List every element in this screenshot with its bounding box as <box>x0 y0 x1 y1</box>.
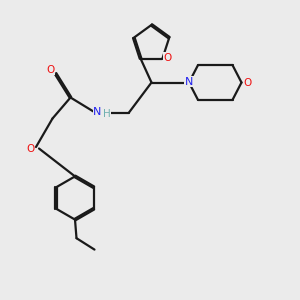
Text: N: N <box>185 77 193 87</box>
Text: O: O <box>164 53 172 63</box>
Text: H: H <box>103 109 110 119</box>
Text: O: O <box>26 144 35 154</box>
Text: N: N <box>93 106 102 117</box>
Text: O: O <box>243 77 252 88</box>
Text: O: O <box>46 65 54 75</box>
